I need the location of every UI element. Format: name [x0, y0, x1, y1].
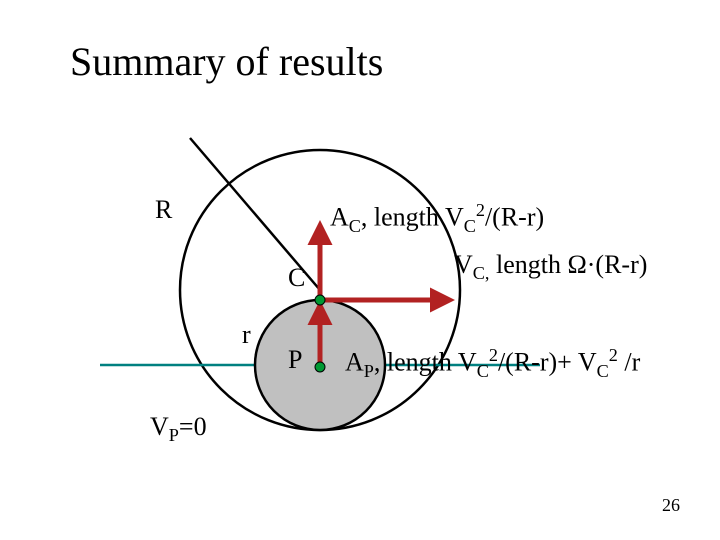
label-VC: VC, length Ω·(R-r): [454, 250, 647, 284]
label-P: P: [288, 345, 302, 375]
label-C: C: [288, 263, 305, 293]
label-R: R: [155, 195, 172, 225]
label-r: r: [242, 320, 251, 350]
slide-number: 26: [662, 495, 680, 516]
label-AP: AP, length VC2/(R-r)+ VC2 /r: [345, 345, 640, 382]
label-AC: AC, length VC2/(R-r): [330, 200, 544, 237]
label-VP0: VP=0: [150, 412, 207, 446]
page-title: Summary of results: [70, 38, 383, 85]
c-dot: [315, 295, 325, 305]
p-dot: [315, 362, 325, 372]
